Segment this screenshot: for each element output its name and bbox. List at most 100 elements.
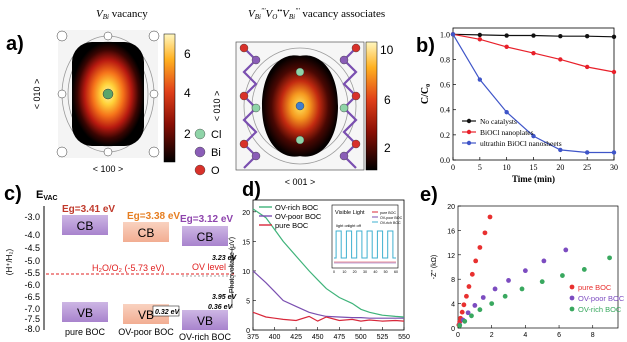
legend-marker xyxy=(569,295,575,301)
data-point xyxy=(522,268,528,274)
panel-b: b) 0 5 10 15 20 25 30 0.0 0.2 0.4 0.6 0.8 1.0 Time (m… xyxy=(416,27,618,184)
panel-d-label: d) xyxy=(242,179,261,201)
colorbar-left xyxy=(163,33,176,163)
data-point xyxy=(584,33,590,39)
legend-label: OV-poor BOC xyxy=(275,212,322,221)
panel-a-left-title: VBi vacancy xyxy=(96,8,148,21)
data-point xyxy=(519,286,525,292)
x-tick-label: 375 xyxy=(247,334,259,341)
y-tick-label: 0 xyxy=(451,326,455,333)
panel-c: c) EVAC -3.0 -4.0 -4.5 -5.0 -5.5 -6.0 -6… xyxy=(4,183,237,342)
inset-off-label: light off xyxy=(348,223,362,228)
y-tick-label: 0 xyxy=(246,328,250,335)
cb-label: CB xyxy=(197,230,214,244)
panel-e-label: e) xyxy=(420,184,438,206)
data-point xyxy=(541,258,547,264)
heatmap-right-ylabel: < 010 > xyxy=(212,91,222,122)
inset-trace xyxy=(334,230,396,259)
ytick: -8.0 xyxy=(24,324,40,334)
annotation-0.32: 0.32 eV xyxy=(155,309,180,316)
sample-label: pure BOC xyxy=(65,327,106,337)
x-tick-label: 525 xyxy=(377,334,389,341)
y-tick-label: 10 xyxy=(242,269,250,276)
x-tick-label: 8 xyxy=(591,332,595,339)
inset-title: Visible Light xyxy=(335,210,365,216)
panel-d-frame xyxy=(252,199,405,331)
y-tick-label: 0.4 xyxy=(440,106,450,115)
panel-c-label: c) xyxy=(4,183,22,205)
crystal-atoms xyxy=(239,43,361,161)
x-tick-label: 450 xyxy=(312,334,324,341)
data-point xyxy=(472,303,478,308)
y-tick-label: 0.2 xyxy=(440,131,450,140)
cb-box-ov-rich xyxy=(182,226,228,246)
y-tick-label: 12 xyxy=(447,253,455,260)
y-tick-label: 16 xyxy=(447,228,455,235)
panel-c-ylabel: (H⁺/H₂) xyxy=(5,248,14,275)
atom-legend: Cl Bi O xyxy=(194,128,221,177)
y-tick-label: 1.0 xyxy=(440,30,450,39)
x-tick-label: 25 xyxy=(583,163,591,172)
legend-marker-cl xyxy=(194,128,206,140)
colorbar-right xyxy=(365,41,378,171)
x-tick-label: 2 xyxy=(490,332,494,339)
ov-level-label: OV level xyxy=(192,262,226,272)
ytick: -5.0 xyxy=(24,256,40,266)
data-point xyxy=(531,50,536,56)
y-tick-label: 20 xyxy=(447,204,455,211)
panel-a-label: a) xyxy=(6,33,24,55)
x-tick-label: 425 xyxy=(290,334,302,341)
data-point xyxy=(611,34,617,39)
x-tick-label: 400 xyxy=(269,334,281,341)
inset-x-tick-label: 10 xyxy=(342,270,346,274)
panel-a: a) VBi vacancy < 010 > < 100 > 6 4 2 xyxy=(6,7,394,187)
panel-a-right-title: VBi'''VO••VBi''' vacancy associates xyxy=(248,7,385,21)
inset-legend-label: pure BOC xyxy=(380,211,396,215)
ytick: -7.5 xyxy=(24,314,40,324)
evac-label: EVAC xyxy=(36,189,58,202)
x-tick-label: 15 xyxy=(530,163,538,172)
data-point xyxy=(581,267,587,272)
vb-box-ov-rich xyxy=(182,310,228,330)
series-line-2 xyxy=(252,311,405,322)
annotation-3.23: 3.23 eV xyxy=(212,255,237,262)
y-tick-label: 5 xyxy=(246,298,250,305)
inset-x-tick-label: 40 xyxy=(373,270,377,274)
data-point xyxy=(560,273,565,278)
data-point xyxy=(492,286,498,292)
x-tick-label: 500 xyxy=(355,334,367,341)
inset-x-tick-label: 0 xyxy=(333,270,335,274)
data-point xyxy=(459,309,465,315)
cb-box-ov-poor xyxy=(123,222,169,242)
heatmap-right-xlabel: < 001 > xyxy=(285,177,316,187)
data-point xyxy=(457,323,463,328)
colorbar-right-tick: 6 xyxy=(384,93,391,107)
panel-e-frame xyxy=(457,205,619,329)
y-axis-label: C/C₀ xyxy=(420,84,431,104)
ytick: -6.5 xyxy=(24,292,40,302)
bandgap-ov-rich: Eg=3.12 eV xyxy=(180,214,233,225)
legend-label: OV-poor BOC xyxy=(578,294,625,303)
data-point xyxy=(531,133,536,139)
legend-marker xyxy=(466,118,472,124)
y-tick-label: 20 xyxy=(242,210,250,217)
legend-label-cl: Cl xyxy=(211,129,221,141)
data-point xyxy=(477,32,483,38)
legend-label: pure BOC xyxy=(275,221,309,230)
data-point xyxy=(563,247,569,253)
vb-label: VB xyxy=(197,314,213,328)
x-tick-label: 6 xyxy=(557,332,561,339)
y-tick-label: 15 xyxy=(242,239,250,246)
data-point xyxy=(611,150,617,155)
ytick: -4.0 xyxy=(24,230,40,240)
redox-label: H₂O/O₂ (-5.73 eV) xyxy=(92,263,165,273)
data-point xyxy=(584,64,590,70)
data-point xyxy=(461,302,467,308)
data-point xyxy=(465,310,471,316)
y-axis-label: Photovoltage (μV) xyxy=(229,237,236,293)
vb-box-pure xyxy=(62,302,108,322)
data-point xyxy=(558,33,563,39)
data-point xyxy=(489,301,495,306)
heatmap-left-ylabel: < 010 > xyxy=(32,79,42,110)
